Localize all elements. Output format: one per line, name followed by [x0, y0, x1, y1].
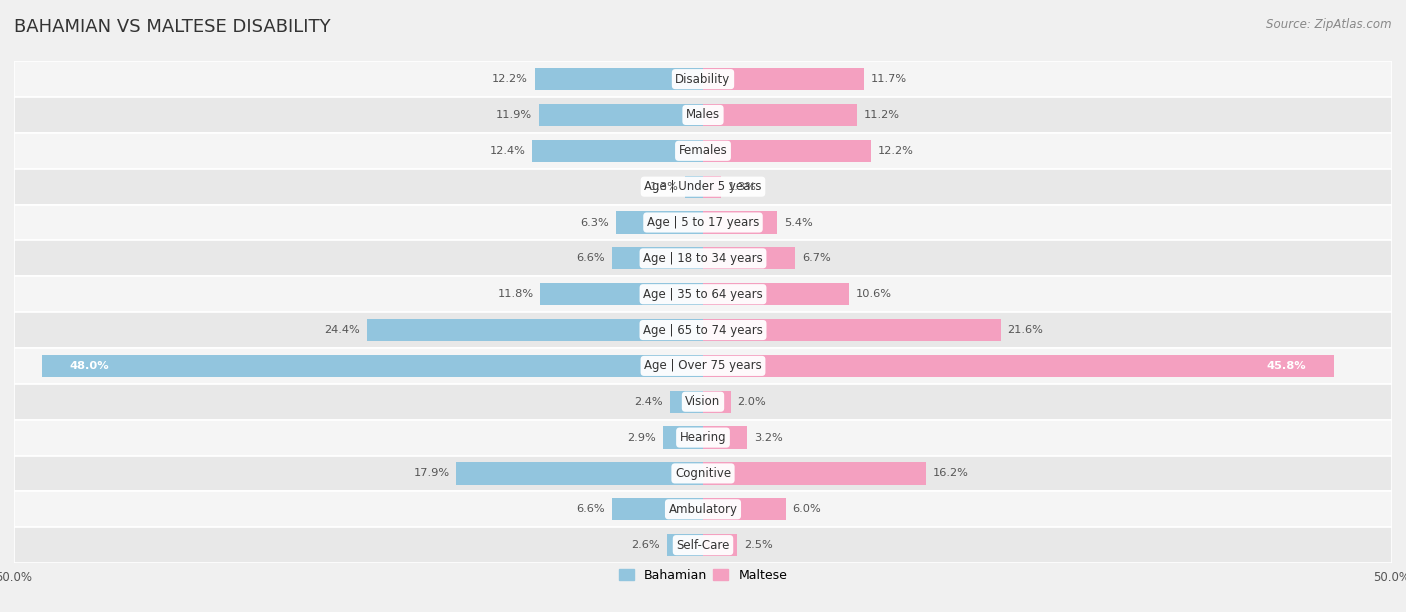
- Bar: [14, 527, 1392, 563]
- Bar: [703, 140, 872, 162]
- Bar: [703, 355, 1334, 377]
- Text: Cognitive: Cognitive: [675, 467, 731, 480]
- Bar: [14, 420, 1392, 455]
- Bar: [14, 312, 1392, 348]
- Bar: [703, 498, 786, 520]
- Text: Females: Females: [679, 144, 727, 157]
- Bar: [668, 534, 703, 556]
- Bar: [612, 498, 703, 520]
- Bar: [703, 104, 858, 126]
- Text: 16.2%: 16.2%: [934, 468, 969, 479]
- Bar: [685, 176, 703, 198]
- Text: 10.6%: 10.6%: [856, 289, 891, 299]
- Bar: [14, 241, 1392, 276]
- Bar: [531, 140, 703, 162]
- Bar: [540, 283, 703, 305]
- Text: 45.8%: 45.8%: [1267, 361, 1306, 371]
- Bar: [14, 348, 1392, 384]
- Text: 48.0%: 48.0%: [69, 361, 108, 371]
- Text: 17.9%: 17.9%: [413, 468, 450, 479]
- Text: 12.2%: 12.2%: [877, 146, 914, 156]
- Bar: [14, 97, 1392, 133]
- Text: 1.3%: 1.3%: [650, 182, 678, 192]
- Text: 6.7%: 6.7%: [803, 253, 831, 263]
- Text: 1.3%: 1.3%: [728, 182, 756, 192]
- Text: Age | Under 5 years: Age | Under 5 years: [644, 180, 762, 193]
- Text: Age | 65 to 74 years: Age | 65 to 74 years: [643, 324, 763, 337]
- Bar: [703, 462, 927, 485]
- Text: Males: Males: [686, 108, 720, 121]
- Text: Age | 5 to 17 years: Age | 5 to 17 years: [647, 216, 759, 229]
- Bar: [703, 283, 849, 305]
- Text: Vision: Vision: [685, 395, 721, 408]
- Text: 6.0%: 6.0%: [793, 504, 821, 514]
- Text: 6.6%: 6.6%: [576, 253, 605, 263]
- Bar: [703, 534, 738, 556]
- Text: 2.5%: 2.5%: [744, 540, 773, 550]
- Bar: [42, 355, 703, 377]
- Bar: [703, 68, 865, 90]
- Text: 11.9%: 11.9%: [496, 110, 531, 120]
- Text: 11.2%: 11.2%: [865, 110, 900, 120]
- Bar: [612, 247, 703, 269]
- Text: Ambulatory: Ambulatory: [668, 503, 738, 516]
- Text: 3.2%: 3.2%: [754, 433, 783, 442]
- Text: 2.0%: 2.0%: [738, 397, 766, 407]
- Bar: [14, 169, 1392, 204]
- Bar: [703, 247, 796, 269]
- Text: Age | 18 to 34 years: Age | 18 to 34 years: [643, 252, 763, 265]
- Bar: [703, 390, 731, 413]
- Text: 11.7%: 11.7%: [872, 74, 907, 84]
- Bar: [14, 455, 1392, 491]
- Text: 2.9%: 2.9%: [627, 433, 657, 442]
- Text: Disability: Disability: [675, 73, 731, 86]
- Bar: [703, 319, 1001, 341]
- Bar: [14, 61, 1392, 97]
- Text: 11.8%: 11.8%: [498, 289, 533, 299]
- Text: Self-Care: Self-Care: [676, 539, 730, 551]
- Text: Age | 35 to 64 years: Age | 35 to 64 years: [643, 288, 763, 300]
- Text: 5.4%: 5.4%: [785, 217, 813, 228]
- Bar: [703, 211, 778, 234]
- Bar: [703, 427, 747, 449]
- Text: 12.2%: 12.2%: [492, 74, 529, 84]
- Bar: [538, 104, 703, 126]
- Bar: [457, 462, 703, 485]
- Text: 6.6%: 6.6%: [576, 504, 605, 514]
- Text: Age | Over 75 years: Age | Over 75 years: [644, 359, 762, 372]
- Bar: [664, 427, 703, 449]
- Bar: [534, 68, 703, 90]
- Text: Hearing: Hearing: [679, 431, 727, 444]
- Bar: [14, 204, 1392, 241]
- Legend: Bahamian, Maltese: Bahamian, Maltese: [614, 564, 792, 587]
- Text: 2.4%: 2.4%: [634, 397, 664, 407]
- Text: 24.4%: 24.4%: [325, 325, 360, 335]
- Text: 6.3%: 6.3%: [581, 217, 609, 228]
- Text: 2.6%: 2.6%: [631, 540, 661, 550]
- Text: 12.4%: 12.4%: [489, 146, 526, 156]
- Bar: [14, 491, 1392, 527]
- Text: 21.6%: 21.6%: [1008, 325, 1043, 335]
- Text: BAHAMIAN VS MALTESE DISABILITY: BAHAMIAN VS MALTESE DISABILITY: [14, 18, 330, 36]
- Bar: [703, 176, 721, 198]
- Bar: [14, 384, 1392, 420]
- Text: Source: ZipAtlas.com: Source: ZipAtlas.com: [1267, 18, 1392, 31]
- Bar: [14, 276, 1392, 312]
- Bar: [669, 390, 703, 413]
- Bar: [14, 133, 1392, 169]
- Bar: [367, 319, 703, 341]
- Bar: [616, 211, 703, 234]
